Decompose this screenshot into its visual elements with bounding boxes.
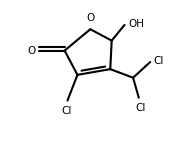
Text: O: O — [86, 13, 94, 23]
Text: Cl: Cl — [154, 56, 164, 66]
Text: O: O — [27, 46, 35, 56]
Text: Cl: Cl — [62, 106, 72, 116]
Text: Cl: Cl — [135, 103, 145, 113]
Text: OH: OH — [128, 19, 144, 29]
